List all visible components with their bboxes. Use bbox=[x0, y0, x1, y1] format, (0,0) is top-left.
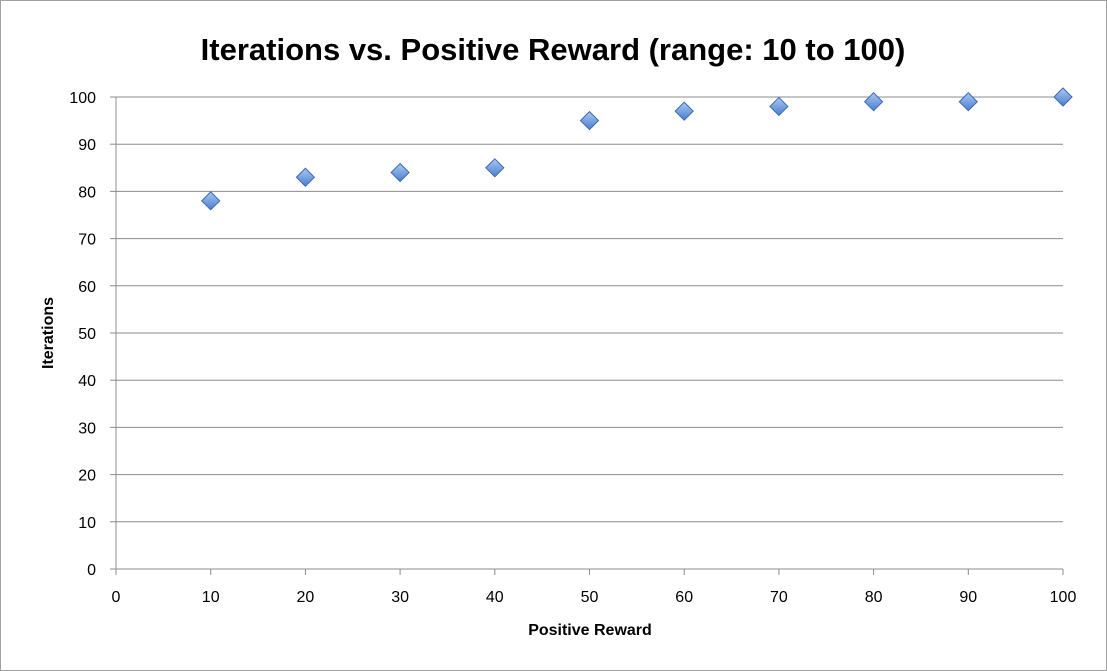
data-point bbox=[863, 92, 884, 112]
y-tick-label: 90 bbox=[78, 137, 96, 154]
y-tick-label: 40 bbox=[78, 373, 96, 390]
x-tick-label: 10 bbox=[202, 589, 220, 606]
data-point bbox=[390, 162, 410, 183]
data-point bbox=[200, 191, 221, 211]
data-point bbox=[295, 167, 316, 187]
y-tick-label: 70 bbox=[78, 232, 96, 249]
y-tick-label: 100 bbox=[69, 90, 96, 107]
y-axis-label: Iterations bbox=[40, 297, 57, 369]
tick-labels: 0 10 20 30 40 50 60 70 80 90 100 0 10 20 30 40 50 60 70 80 9… bbox=[69, 90, 1076, 606]
data-point bbox=[485, 158, 505, 178]
data-points bbox=[200, 87, 1073, 211]
x-tick-label: 100 bbox=[1050, 589, 1077, 606]
data-point bbox=[958, 92, 979, 112]
data-point bbox=[769, 96, 789, 117]
x-tick-label: 30 bbox=[391, 589, 409, 606]
y-tick-label: 20 bbox=[78, 468, 96, 485]
x-tick-label: 40 bbox=[486, 589, 504, 606]
chart-title: Iterations vs. Positive Reward (range: 1… bbox=[201, 32, 906, 67]
x-tick-label: 0 bbox=[112, 589, 121, 606]
x-tick-label: 80 bbox=[865, 589, 883, 606]
y-tick-label: 60 bbox=[78, 279, 96, 296]
x-tick-label: 50 bbox=[581, 589, 599, 606]
y-tick-label: 80 bbox=[78, 184, 96, 201]
grid-layer bbox=[116, 96, 1063, 523]
data-point bbox=[674, 101, 694, 121]
y-tick-label: 10 bbox=[78, 515, 96, 532]
x-axis-label: Positive Reward bbox=[528, 622, 652, 639]
y-tick-label: 30 bbox=[78, 420, 96, 437]
axis-layer bbox=[110, 96, 1064, 575]
y-tick-label: 0 bbox=[87, 562, 96, 579]
data-point bbox=[1053, 87, 1073, 107]
data-point bbox=[579, 110, 600, 131]
x-tick-label: 60 bbox=[675, 589, 693, 606]
y-tick-label: 50 bbox=[78, 326, 96, 343]
x-tick-label: 70 bbox=[770, 589, 788, 606]
x-tick-label: 90 bbox=[959, 589, 977, 606]
x-tick-label: 20 bbox=[297, 589, 315, 606]
